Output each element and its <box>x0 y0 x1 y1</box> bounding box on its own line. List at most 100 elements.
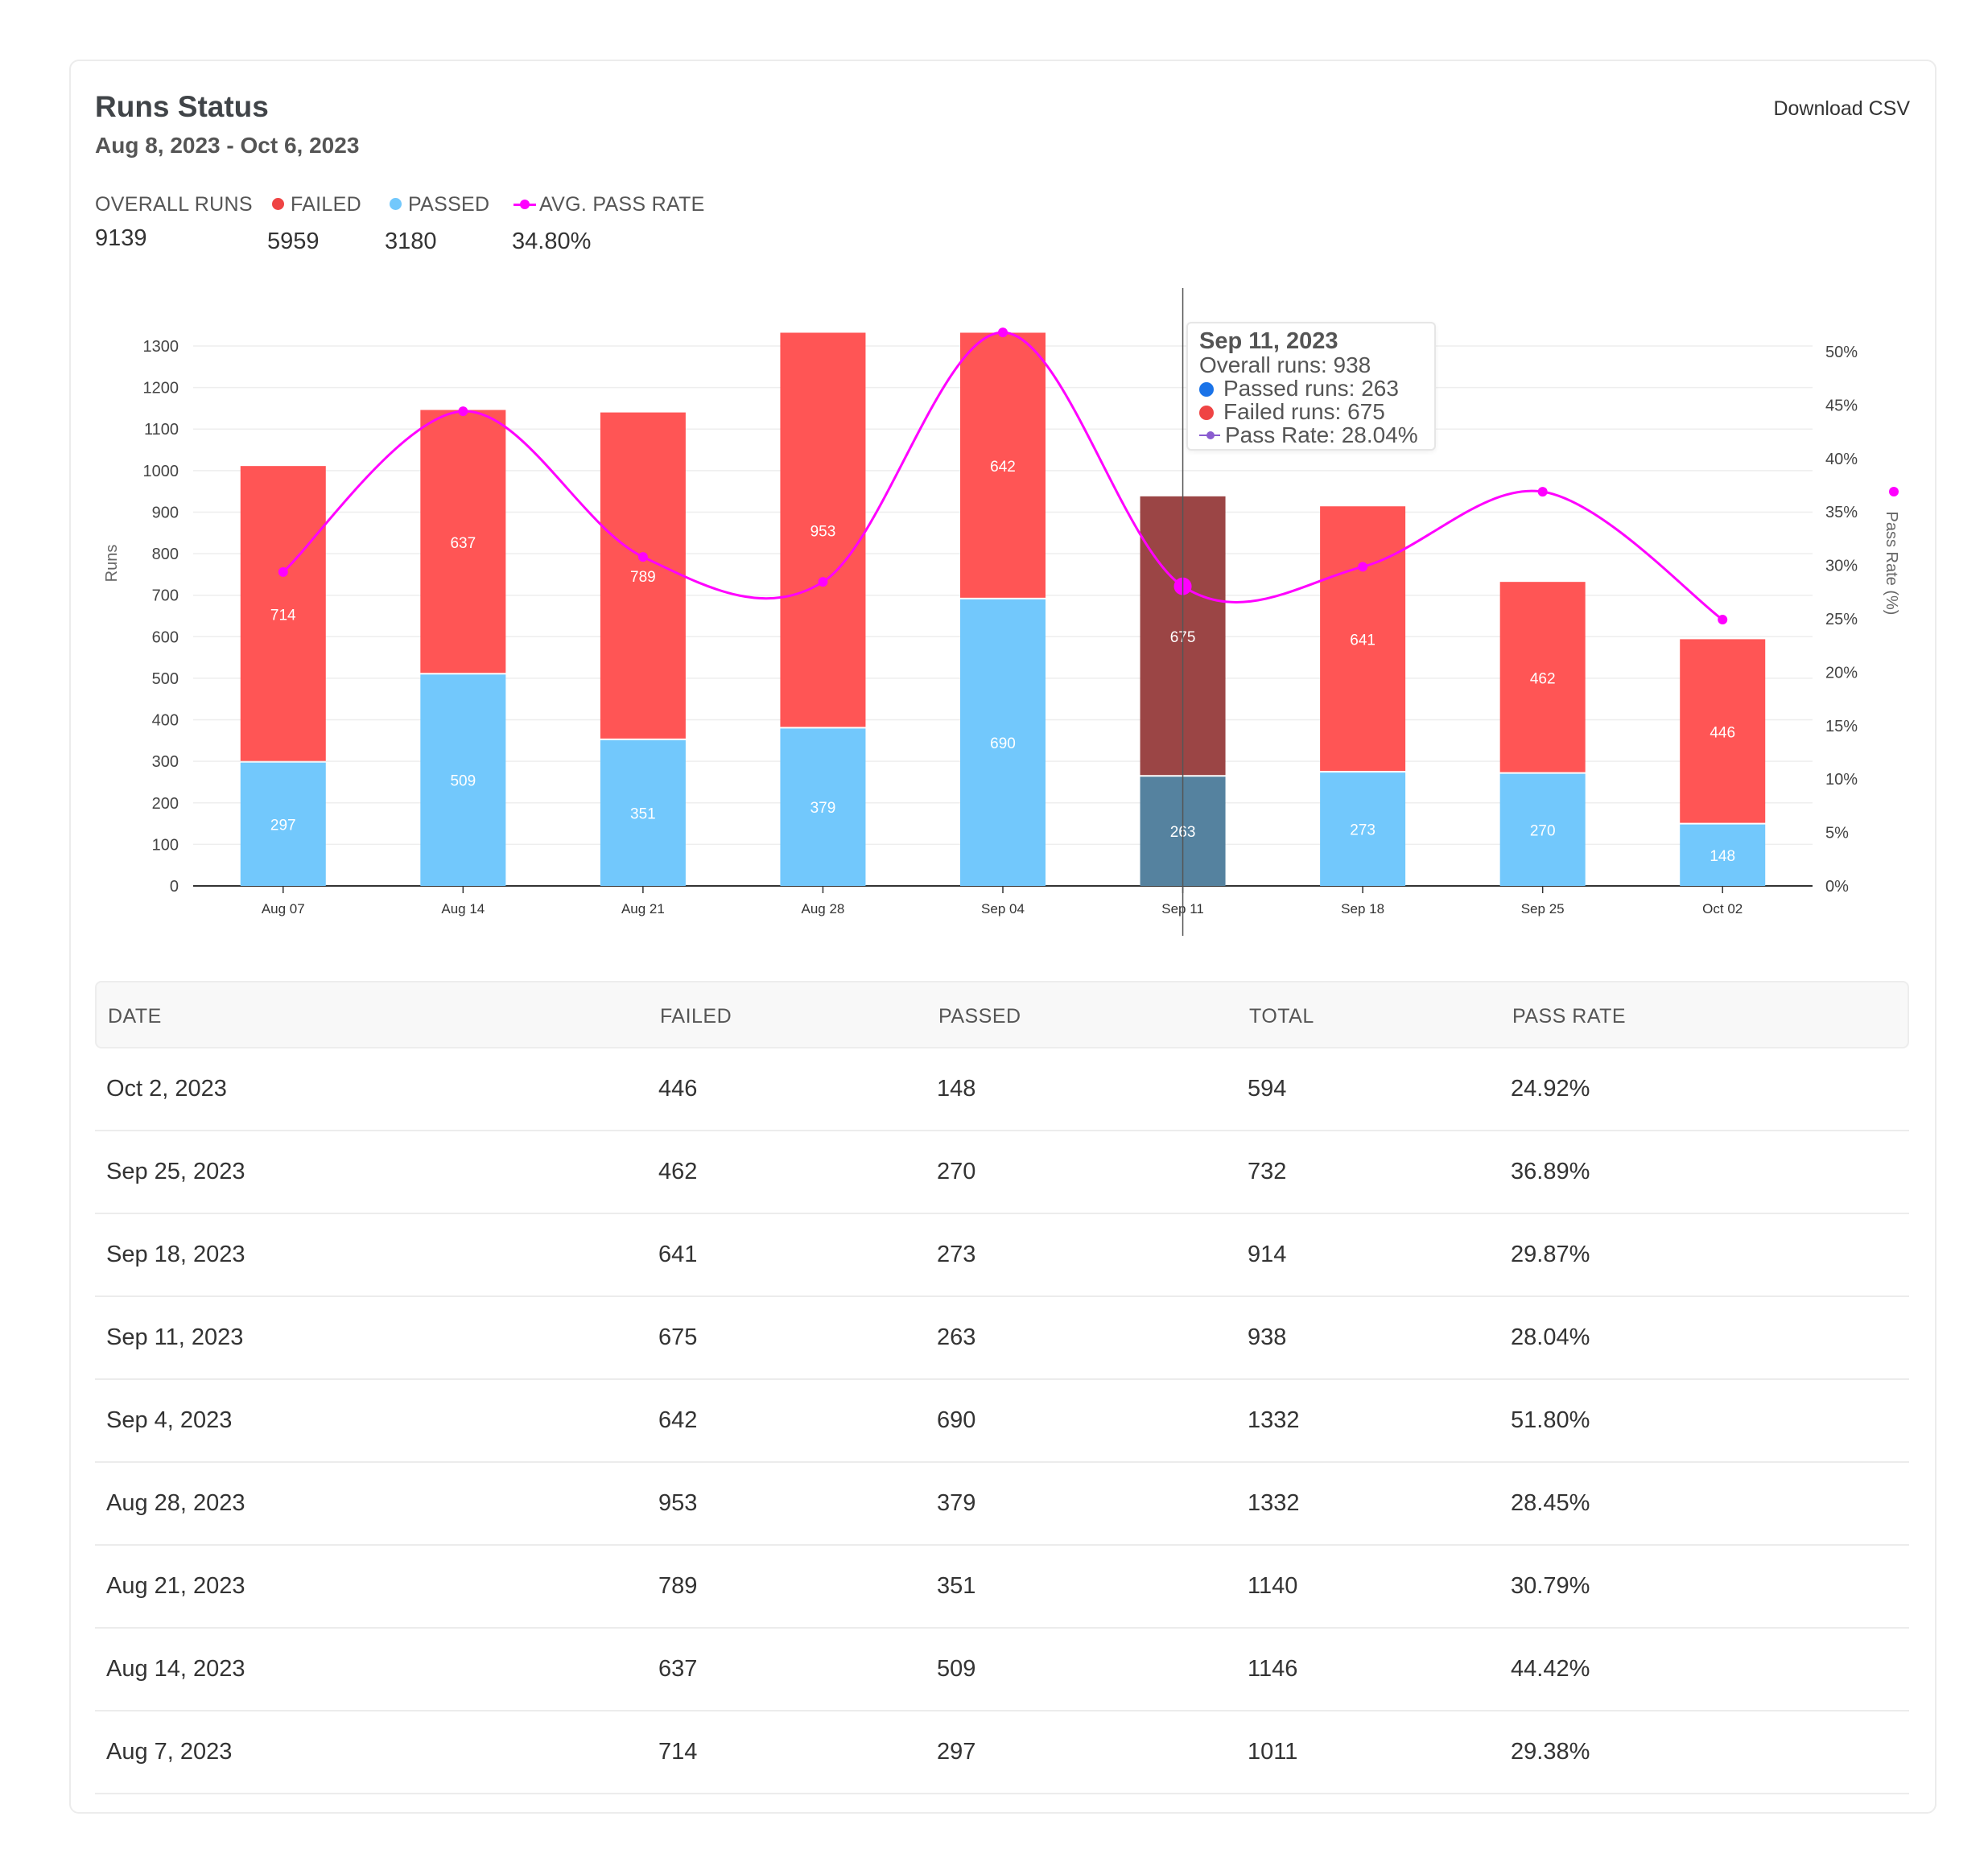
cell-date: Aug 7, 2023 <box>106 1739 233 1765</box>
bar-passed-label: 509 <box>450 773 476 790</box>
runs-chart: 0 100 200 300 400 500 600 700 800 900 1000 1100 1200… <box>103 288 1900 936</box>
column-header-failed[interactable]: FAILED <box>660 1005 732 1028</box>
cell-total: 1146 <box>1248 1656 1298 1682</box>
y2-tick-label: 10% <box>1825 771 1858 789</box>
column-header-date[interactable]: DATE <box>108 1005 162 1028</box>
pass-rate-line-icon <box>513 200 536 209</box>
y-tick-label: 1200 <box>143 380 179 397</box>
cell-passed: 263 <box>937 1324 976 1350</box>
tooltip-title: Sep 11, 2023 <box>1199 328 1338 354</box>
table-body: Oct 2, 2023 446 148 594 24.92% Sep 25, 2023 46… <box>95 1048 1909 1794</box>
cell-pass-rate: 29.87% <box>1511 1242 1590 1267</box>
table-row[interactable]: Sep 11, 2023 675 263 938 28.04% <box>95 1297 1909 1380</box>
pass-rate-point[interactable] <box>818 577 828 587</box>
bar-failed[interactable] <box>1680 639 1766 823</box>
bar-failed[interactable] <box>1320 506 1406 772</box>
y-tick-label: 500 <box>152 670 179 688</box>
bar-failed[interactable] <box>420 410 506 673</box>
cell-total: 732 <box>1248 1159 1287 1184</box>
table-row[interactable]: Aug 21, 2023 789 351 1140 30.79% <box>95 1546 1909 1629</box>
bar-passed[interactable] <box>1499 773 1586 886</box>
bar-passed[interactable] <box>600 739 686 886</box>
pass-rate-point[interactable] <box>998 327 1008 338</box>
cell-passed: 379 <box>937 1490 976 1516</box>
y-tick-label: 700 <box>152 587 179 605</box>
pass-rate-line-icon <box>1199 431 1220 439</box>
bar-failed[interactable] <box>1499 582 1586 772</box>
bar-passed[interactable] <box>1680 824 1766 886</box>
column-header-passed[interactable]: PASSED <box>938 1005 1021 1028</box>
y-tick-label: 0 <box>170 878 179 896</box>
table-row[interactable]: Sep 25, 2023 462 270 732 36.89% <box>95 1131 1909 1214</box>
x-tick-label: Aug 28 <box>801 901 844 916</box>
column-header-total[interactable]: TOTAL <box>1249 1005 1314 1028</box>
tooltip-failed: Failed runs: 675 <box>1223 399 1385 424</box>
cell-pass-rate: 51.80% <box>1511 1407 1590 1433</box>
pass-rate-point[interactable] <box>278 566 288 577</box>
bar-passed-label: 351 <box>630 805 656 822</box>
table-row[interactable]: Aug 7, 2023 714 297 1011 29.38% <box>95 1711 1909 1794</box>
cell-pass-rate: 36.89% <box>1511 1159 1590 1184</box>
pass-rate-label: AVG. PASS RATE <box>539 193 705 216</box>
failed-value: 5959 <box>267 229 320 254</box>
pass-rate-point[interactable] <box>637 552 648 562</box>
bar-passed[interactable] <box>960 599 1046 886</box>
passed-legend[interactable]: PASSED <box>390 193 489 216</box>
bar-passed[interactable] <box>240 762 326 886</box>
bar-failed[interactable] <box>780 332 866 727</box>
bar-failed-label: 789 <box>630 569 656 586</box>
y2-tick-label: 30% <box>1825 558 1858 575</box>
pass-rate-legend[interactable]: AVG. PASS RATE <box>513 193 705 216</box>
passed-label: PASSED <box>408 193 490 216</box>
column-header-pass-rate[interactable]: PASS RATE <box>1512 1005 1627 1028</box>
cell-passed: 148 <box>937 1076 976 1102</box>
overall-runs-value: 9139 <box>95 225 147 251</box>
pass-rate-point[interactable] <box>1537 487 1548 497</box>
bar-passed-label: 297 <box>270 817 296 834</box>
x-tick-label: Sep 25 <box>1521 901 1565 916</box>
cell-date: Sep 18, 2023 <box>106 1242 245 1267</box>
bar-failed[interactable] <box>600 412 686 739</box>
bar-passed[interactable] <box>1320 772 1406 886</box>
table-row[interactable]: Aug 14, 2023 637 509 1146 44.42% <box>95 1629 1909 1711</box>
passed-dot-icon <box>1199 382 1214 397</box>
cell-total: 1140 <box>1248 1573 1298 1599</box>
y-tick-label: 800 <box>152 546 179 563</box>
table-row[interactable]: Sep 18, 2023 641 273 914 29.87% <box>95 1214 1909 1297</box>
y2-tick-label: 25% <box>1825 611 1858 628</box>
y2-tick-label: 20% <box>1825 664 1858 682</box>
table-row[interactable]: Aug 28, 2023 953 379 1332 28.45% <box>95 1463 1909 1546</box>
cell-passed: 273 <box>937 1242 976 1267</box>
table-header: DATE FAILED PASSED TOTAL PASS RATE <box>95 981 1909 1048</box>
cell-failed: 637 <box>658 1656 698 1682</box>
y-tick-label: 1000 <box>143 463 179 480</box>
bar-failed[interactable] <box>960 332 1046 598</box>
cell-passed: 509 <box>937 1656 976 1682</box>
bar-failed[interactable] <box>240 466 326 761</box>
pass-rate-point[interactable] <box>1358 562 1368 572</box>
bar-failed-label: 641 <box>1350 632 1376 649</box>
cell-failed: 675 <box>658 1324 698 1350</box>
bar-passed-label: 148 <box>1710 848 1735 865</box>
table-row[interactable]: Sep 4, 2023 642 690 1332 51.80% <box>95 1380 1909 1463</box>
y-tick-label: 300 <box>152 753 179 771</box>
pass-rate-point[interactable] <box>1718 615 1728 625</box>
bar-passed-label: 273 <box>1350 822 1376 839</box>
y-tick-label: 1300 <box>143 338 179 356</box>
bar-passed[interactable] <box>780 728 866 886</box>
bar-failed-label: 714 <box>270 607 296 624</box>
cell-pass-rate: 28.04% <box>1511 1324 1590 1350</box>
failed-legend[interactable]: FAILED <box>272 193 361 216</box>
cell-failed: 642 <box>658 1407 698 1433</box>
cell-total: 938 <box>1248 1324 1287 1350</box>
download-csv-link[interactable]: Download CSV <box>1773 97 1910 120</box>
table-row[interactable]: Oct 2, 2023 446 148 594 24.92% <box>95 1048 1909 1131</box>
pass-rate-point[interactable] <box>458 406 468 417</box>
bar-failed-label: 642 <box>990 459 1016 476</box>
page-title: Runs Status <box>95 90 269 123</box>
cell-passed: 297 <box>937 1739 976 1765</box>
cell-passed: 270 <box>937 1159 976 1184</box>
bar-passed[interactable] <box>420 674 506 886</box>
y2-tick-label: 0% <box>1825 878 1849 896</box>
y2-tick-label: 40% <box>1825 451 1858 468</box>
